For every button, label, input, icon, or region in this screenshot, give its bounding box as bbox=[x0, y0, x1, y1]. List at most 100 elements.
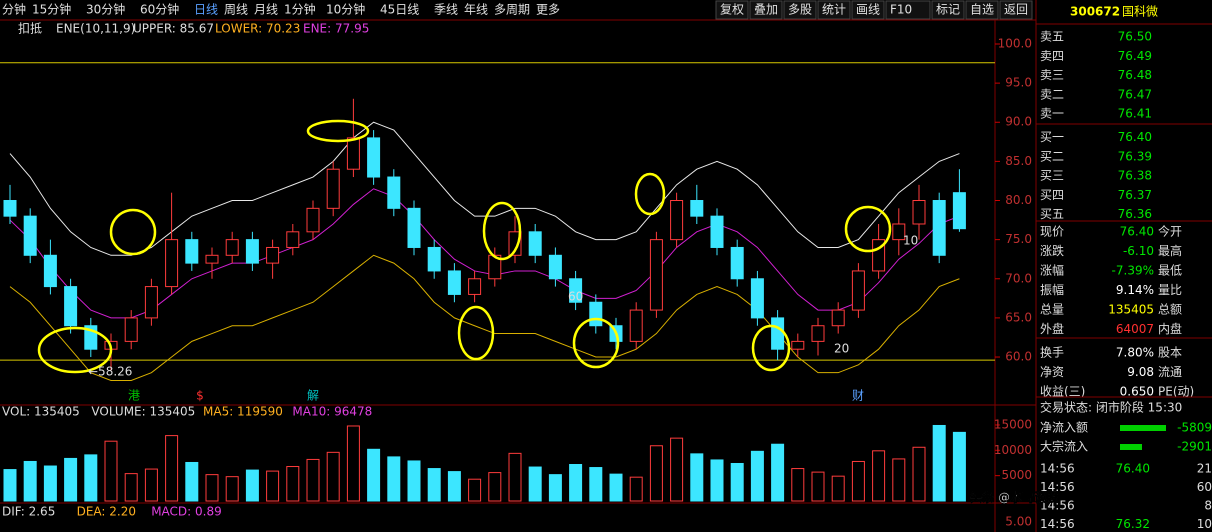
candle-body bbox=[124, 317, 138, 342]
toolbar-button-label[interactable]: 多股 bbox=[788, 3, 812, 17]
book-price: 76.36 bbox=[1118, 207, 1152, 221]
volume-bar bbox=[851, 460, 865, 502]
book-price: 76.40 bbox=[1118, 130, 1152, 144]
stat-label: 最低 bbox=[1158, 264, 1182, 278]
candle-body bbox=[407, 207, 421, 248]
stat-label: 净资 bbox=[1040, 365, 1064, 379]
y-tick-label: 15000 bbox=[994, 417, 1032, 431]
highlight-circle bbox=[482, 201, 522, 261]
trade-tick: 14:56 bbox=[1040, 462, 1075, 476]
stat-label: 今开 bbox=[1158, 224, 1182, 239]
toolbar-button[interactable] bbox=[965, 0, 999, 20]
candle-body bbox=[649, 239, 663, 311]
toolbar-button[interactable] bbox=[817, 0, 851, 20]
toolbar-tab[interactable]: 年线 bbox=[464, 3, 488, 17]
candle-body bbox=[468, 278, 482, 295]
y-tick-label: 90.0 bbox=[1005, 115, 1032, 129]
toolbar-tab[interactable]: 分钟 bbox=[2, 2, 26, 17]
trade-tick: 14:56 bbox=[1040, 517, 1075, 531]
book-price: 76.49 bbox=[1118, 49, 1152, 63]
toolbar-tab[interactable]: 45日线 bbox=[380, 3, 419, 17]
stat-label: 流通 bbox=[1158, 365, 1182, 379]
highlight-circle bbox=[572, 317, 620, 369]
toolbar-tab[interactable]: 30分钟 bbox=[86, 2, 125, 17]
candle-body bbox=[831, 309, 845, 327]
candle-body bbox=[447, 270, 461, 295]
flow-value: -5809 bbox=[1177, 421, 1212, 435]
volume-bar bbox=[427, 468, 441, 502]
low-price-label: ←58.26 bbox=[88, 365, 132, 379]
volume-bar bbox=[84, 454, 98, 502]
volume-bar bbox=[225, 476, 239, 502]
volume-bar bbox=[468, 478, 482, 502]
candle-body bbox=[629, 309, 643, 342]
toolbar-button-label[interactable]: 标记 bbox=[936, 3, 960, 17]
toolbar-button-label[interactable]: 自选 bbox=[970, 3, 994, 17]
candle-body bbox=[306, 207, 320, 233]
book-label: 买五 bbox=[1040, 207, 1064, 221]
trade-state: 交易状态: 闭市阶段 15:30 bbox=[1040, 400, 1182, 415]
toolbar-button[interactable] bbox=[851, 0, 885, 20]
toolbar-tab[interactable]: 60分钟 bbox=[140, 2, 179, 17]
y-tick-label: 75.0 bbox=[1005, 232, 1032, 246]
candle-body bbox=[750, 278, 764, 319]
volume-bar bbox=[811, 471, 825, 502]
signal-label: 10 bbox=[903, 234, 918, 248]
toolbar-button[interactable] bbox=[715, 0, 749, 20]
volume-bar bbox=[266, 470, 280, 502]
volume-bar bbox=[185, 461, 199, 502]
candle-body bbox=[427, 246, 441, 272]
toolbar-tab[interactable]: 15分钟 bbox=[32, 2, 71, 17]
stat-label: PE(动) bbox=[1158, 385, 1194, 399]
toolbar-tab[interactable]: 更多 bbox=[536, 3, 560, 17]
toolbar-button-label[interactable]: F10 bbox=[890, 3, 912, 17]
y-tick-label: 95.0 bbox=[1005, 76, 1032, 90]
signal-label: 60 bbox=[568, 290, 583, 304]
indicator-label: ENE(10,11,9) bbox=[56, 22, 135, 36]
toolbar-button[interactable] bbox=[931, 0, 965, 20]
toolbar-button[interactable] bbox=[749, 0, 783, 20]
volume-bar bbox=[730, 462, 744, 502]
toolbar-button-label[interactable]: 画线 bbox=[856, 3, 880, 17]
candle-body bbox=[144, 286, 158, 319]
volume-bar bbox=[548, 474, 562, 502]
candle-body bbox=[266, 246, 280, 264]
candle-body bbox=[952, 192, 966, 230]
ene-lower-line bbox=[9, 254, 960, 382]
toolbar-button-label[interactable]: 复权 bbox=[720, 3, 744, 17]
toolbar-button[interactable] bbox=[783, 0, 817, 20]
flow-bar bbox=[1120, 444, 1142, 450]
candle-body bbox=[508, 231, 522, 256]
stat-value: -6.10 bbox=[1123, 244, 1154, 258]
toolbar-tab[interactable]: 月线 bbox=[254, 3, 278, 17]
toolbar-tab[interactable]: 周线 bbox=[224, 3, 248, 17]
flow-label: 净流入额 bbox=[1040, 421, 1088, 435]
book-label: 卖二 bbox=[1040, 87, 1064, 101]
volume-bar bbox=[569, 464, 583, 502]
toolbar-button-label[interactable]: 叠加 bbox=[754, 3, 778, 17]
volume-bar bbox=[750, 450, 764, 502]
volume-bar bbox=[104, 440, 118, 502]
toolbar-tab[interactable]: 季线 bbox=[434, 3, 458, 17]
toolbar-button-label[interactable]: 统计 bbox=[822, 3, 846, 17]
candle-body bbox=[387, 176, 401, 209]
toolbar-tab[interactable]: 1分钟 bbox=[284, 2, 316, 17]
toolbar-button[interactable] bbox=[885, 0, 931, 20]
watermark: 头条 @水哥谈股 bbox=[970, 490, 1059, 505]
stat-label: 涨跌 bbox=[1040, 243, 1064, 258]
toolbar-button-label[interactable]: 返回 bbox=[1004, 3, 1028, 17]
macd-axis-label: 5.00 bbox=[1005, 515, 1032, 529]
stat-label: 内盘 bbox=[1158, 321, 1182, 336]
candle-body bbox=[3, 200, 17, 217]
y-tick-label: 10000 bbox=[994, 443, 1032, 457]
book-price: 76.39 bbox=[1118, 149, 1152, 163]
y-tick-label: 85.0 bbox=[1005, 154, 1032, 168]
stock-name: 国科微 bbox=[1122, 5, 1158, 19]
toolbar-tab[interactable]: 多周期 bbox=[494, 3, 530, 17]
volume-bar bbox=[710, 459, 724, 502]
toolbar-tab[interactable]: 10分钟 bbox=[326, 2, 365, 17]
ene-mid-line bbox=[9, 188, 960, 319]
toolbar-button[interactable] bbox=[999, 0, 1033, 20]
highlight-circle bbox=[306, 119, 370, 143]
toolbar-tab[interactable]: 日线 bbox=[194, 3, 218, 17]
